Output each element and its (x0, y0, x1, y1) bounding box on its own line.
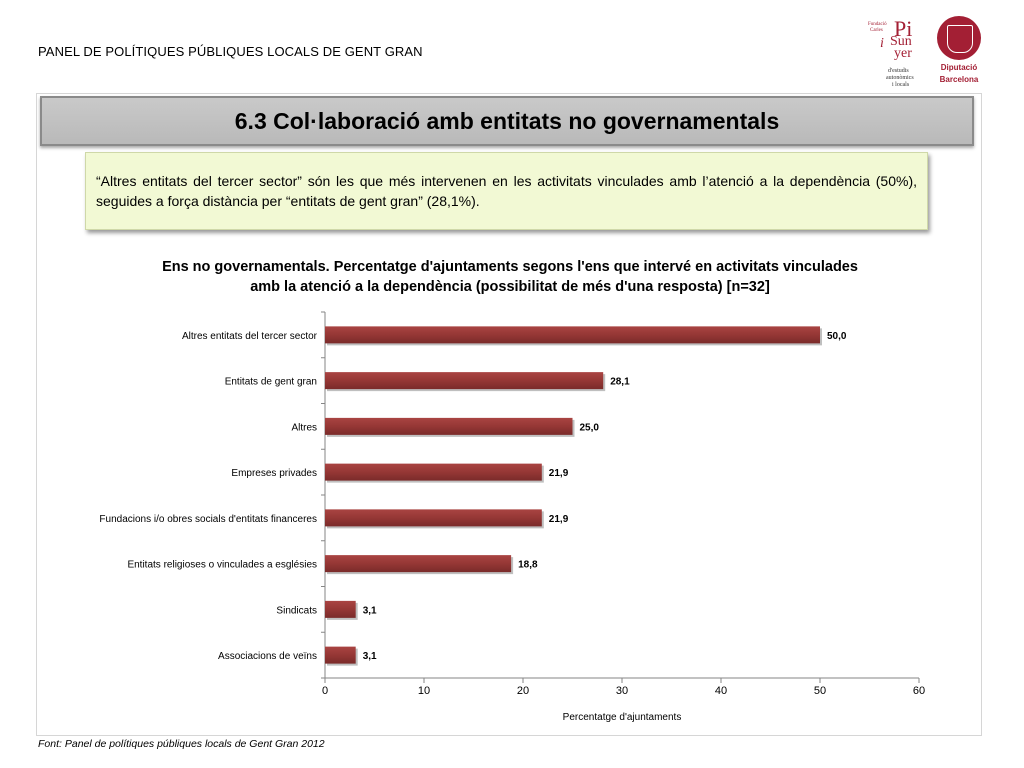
bar-2 (325, 372, 604, 390)
bar-3 (325, 417, 573, 435)
chart-title-line2: amb la atenció a la dependència (possibi… (250, 279, 770, 295)
x-tick-label: 30 (616, 685, 628, 697)
chart-title-line1: Ens no governamentals. Percentatge d'aju… (162, 259, 858, 275)
value-label: 3,1 (363, 605, 377, 616)
section-title-bar: 6.3 Col·laboració amb entitats no govern… (40, 96, 974, 146)
source-footnote: Font: Panel de polítiques públiques loca… (38, 738, 325, 750)
diputacio-barcelona-logo: Diputació Barcelona (934, 16, 984, 86)
section-title: 6.3 Col·laboració amb entitats no govern… (234, 108, 780, 134)
chart-title: Ens no governamentals. Percentatge d'aju… (60, 257, 960, 297)
diputacio-seal-icon (937, 16, 981, 60)
value-label: 50,0 (827, 331, 847, 342)
bar-chart: Ens no governamentals. Percentatge d'aju… (60, 250, 960, 730)
bar-1 (325, 326, 820, 344)
bar-8 (325, 646, 356, 664)
category-label: Entitats de gent gran (225, 377, 317, 388)
x-tick-label: 20 (517, 685, 529, 697)
category-label: Altres entitats del tercer sector (182, 331, 318, 342)
x-tick-label: 50 (814, 685, 826, 697)
page-header-title: PANEL DE POLÍTIQUES PÚBLIQUES LOCALS DE … (38, 44, 423, 59)
value-label: 21,9 (549, 514, 569, 525)
callout-box: “Altres entitats del tercer sector” són … (85, 152, 928, 230)
x-axis-label: Percentatge d'ajuntaments (563, 712, 682, 723)
category-label: Empreses privades (231, 468, 317, 479)
fundacio-pi-sunyer-logo: Fundació Carles Pi i Sun yer d'estudis a… (868, 16, 914, 88)
x-tick-label: 0 (322, 685, 328, 697)
category-label: Altres (291, 422, 317, 433)
bar-7 (325, 600, 356, 618)
diputacio-logo-line2: Barcelona (939, 75, 979, 84)
value-label: 28,1 (610, 377, 630, 388)
bar-4 (325, 463, 542, 481)
bar-5 (325, 509, 542, 527)
value-label: 21,9 (549, 468, 569, 479)
x-tick-label: 10 (418, 685, 430, 697)
x-tick-label: 60 (913, 685, 925, 697)
category-label: Associacions de veïns (218, 651, 317, 662)
diputacio-logo-line1: Diputació (940, 63, 978, 72)
value-label: 18,8 (518, 560, 538, 571)
bar-6 (325, 555, 512, 573)
callout-text: “Altres entitats del tercer sector” són … (96, 173, 917, 209)
category-label: Entitats religioses o vinculades a esglé… (127, 560, 317, 571)
value-label: 3,1 (363, 651, 377, 662)
category-label: Sindicats (276, 605, 317, 616)
value-label: 25,0 (580, 422, 600, 433)
category-label: Fundacions i/o obres socials d'entitats … (99, 514, 317, 525)
x-tick-label: 40 (715, 685, 727, 697)
chart-svg: Altres entitats del tercer sector 50,0 Ent… (99, 311, 925, 723)
